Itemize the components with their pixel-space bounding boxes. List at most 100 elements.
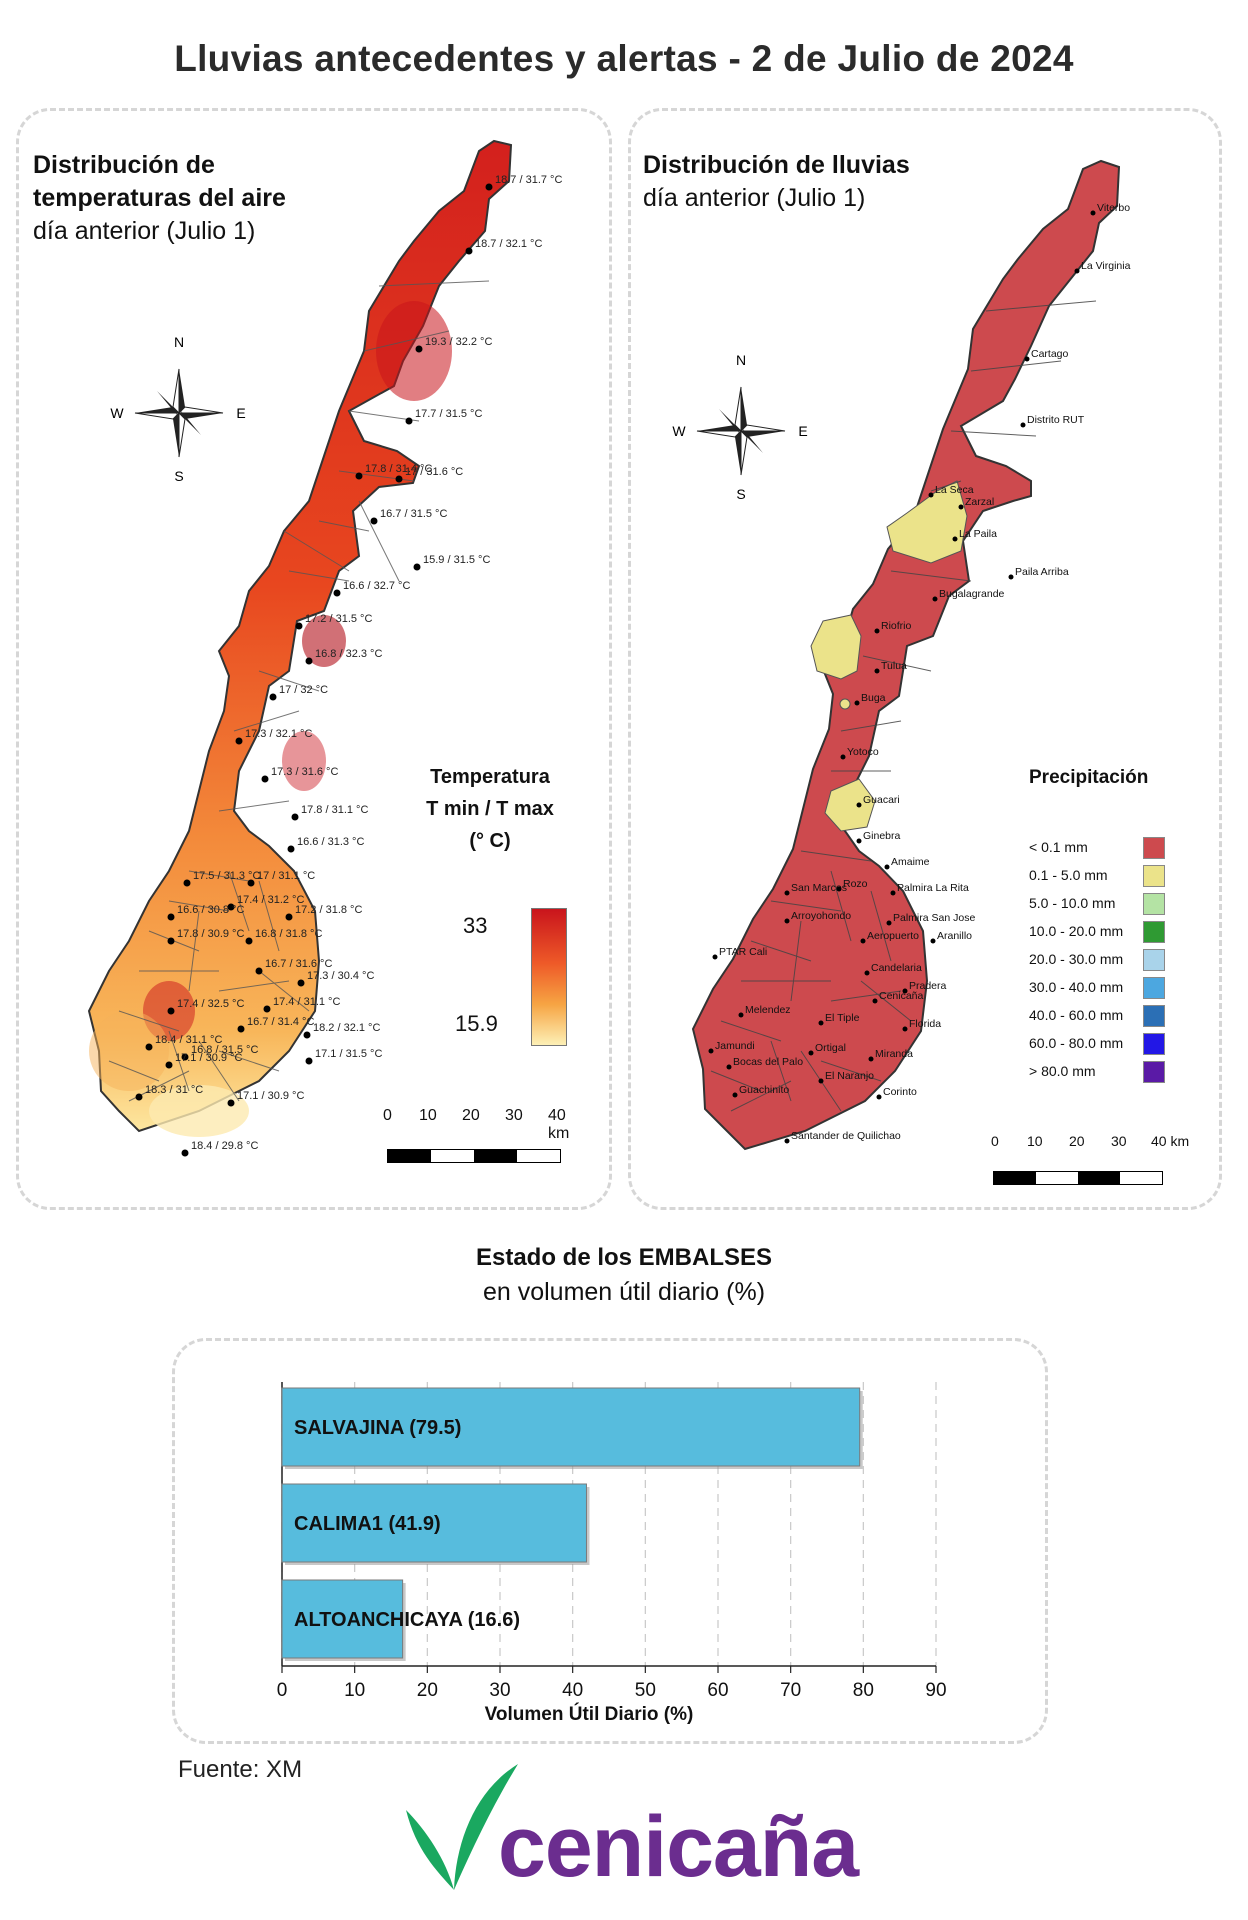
- scalebar-tick-10: 10: [419, 1107, 437, 1124]
- place-dot: [1020, 422, 1026, 428]
- station-dot: [255, 967, 263, 975]
- scalebar-tick-20: 20: [1069, 1133, 1085, 1149]
- compass-s: S: [174, 468, 183, 483]
- x-tick-label: 0: [277, 1680, 288, 1701]
- reservoir-bar: [281, 1387, 861, 1467]
- place-label: Melendez: [745, 1004, 791, 1016]
- station-dot: [395, 475, 403, 483]
- place-label: Tulua: [881, 660, 907, 672]
- station-label: 17.8 / 31.1 °C: [301, 804, 368, 816]
- place-label: El Naranjo: [825, 1070, 874, 1082]
- place-dot: [864, 970, 870, 976]
- place-label: Zarzal: [965, 496, 994, 508]
- station-label: 17.3 / 32.1 °C: [245, 728, 312, 740]
- place-dot: [1008, 574, 1014, 580]
- rain-subtitle: día anterior (Julio 1): [643, 184, 866, 212]
- station-dot: [167, 937, 175, 945]
- rain-legend-swatch: [1143, 837, 1165, 859]
- rain-legend-swatch: [1143, 1005, 1165, 1027]
- place-dot: [732, 1092, 738, 1098]
- compass-e: E: [236, 405, 245, 421]
- place-label: Palmira La Rita: [897, 882, 969, 894]
- temperature-stations: 18.7 / 31.7 °C 18.7 / 32.1 °C 19.3 / 32.2 …: [135, 174, 562, 1157]
- reservoir-bar-label: ALTOANCHICAYA (16.6): [294, 1609, 520, 1631]
- reservoirs-subheading: en volumen útil diario (%): [482, 1278, 766, 1306]
- place-dot: [876, 1094, 882, 1100]
- station-label: 17.2 / 31.8 °C: [295, 904, 362, 916]
- reservoirs-panel: [172, 1338, 1048, 1744]
- station-label: 18.7 / 32.1 °C: [475, 238, 542, 250]
- station-label: 16.7 / 31.4 °C: [247, 1016, 314, 1028]
- rain-legend-swatch: [1143, 977, 1165, 999]
- place-label: El Tiple: [825, 1012, 860, 1024]
- place-label: Riofrio: [881, 620, 912, 632]
- station-label: 17.7 / 31.5 °C: [415, 408, 482, 420]
- temperature-legend-title: Temperatura T min / T max (° C): [415, 761, 565, 857]
- cenicana-logo-text: cenicaña: [498, 1799, 859, 1895]
- rain-legend-title: Precipitación: [1029, 767, 1149, 788]
- station-dot: [287, 845, 295, 853]
- station-label: 18.4 / 29.8 °C: [191, 1140, 258, 1152]
- place-dot: [854, 700, 860, 706]
- place-label: Arroyohondo: [791, 910, 851, 922]
- place-dot: [738, 1012, 744, 1018]
- scalebar-tick-30: 30: [505, 1107, 523, 1124]
- place-dot: [784, 918, 790, 924]
- station-label: 17.5 / 31.3 °C: [193, 870, 260, 882]
- place-dot: [884, 864, 890, 870]
- place-dot: [958, 504, 964, 510]
- station-dot: [135, 1093, 143, 1101]
- rain-panel-title: Distribución de lluvias día anterior (Ju…: [643, 149, 910, 215]
- station-dot: [485, 183, 493, 191]
- station-label: 16.8 / 31.5 °C: [191, 1044, 258, 1056]
- place-dot: [902, 1026, 908, 1032]
- station-dot: [413, 563, 421, 571]
- station-dot: [285, 913, 293, 921]
- rain-scalebar: [993, 1171, 1163, 1185]
- place-dot: [932, 596, 938, 602]
- place-label: San Marcos: [791, 882, 847, 894]
- scalebar-tick-0: 0: [383, 1107, 392, 1124]
- station-label: 16.6 / 31.3 °C: [297, 836, 364, 848]
- temperature-legend-line-3: (° C): [469, 830, 511, 852]
- station-dot: [165, 1061, 173, 1069]
- place-label: Ginebra: [863, 830, 901, 842]
- place-dot: [784, 1138, 790, 1144]
- station-dot: [263, 1005, 271, 1013]
- rain-legend-label: > 80.0 mm: [1029, 1063, 1096, 1079]
- station-label: 15.9 / 31.5 °C: [423, 554, 490, 566]
- station-dot: [227, 903, 235, 911]
- place-label: Rozo: [843, 878, 868, 890]
- station-label: 17.3 / 31.6 °C: [271, 766, 338, 778]
- station-dot: [465, 247, 473, 255]
- station-label: 17 / 31.6 °C: [405, 466, 463, 478]
- rain-legend-label: 0.1 - 5.0 mm: [1029, 867, 1108, 883]
- rain-legend-label: 5.0 - 10.0 mm: [1029, 895, 1116, 911]
- place-label: Miranda: [875, 1048, 913, 1060]
- scalebar-tick-0: 0: [991, 1133, 999, 1149]
- rain-legend-label: 10.0 - 20.0 mm: [1029, 923, 1124, 939]
- place-dot: [902, 988, 908, 994]
- station-label: 17.1 / 30.9 °C: [237, 1090, 304, 1102]
- temperature-title-line-2: temperaturas del aire: [33, 184, 286, 212]
- x-tick-label: 30: [489, 1680, 510, 1701]
- station-dot: [355, 472, 363, 480]
- station-label: 18.7 / 31.7 °C: [495, 174, 562, 186]
- place-dot: [952, 536, 958, 542]
- station-dot: [181, 1053, 189, 1061]
- station-label: 18.2 / 32.1 °C: [313, 1022, 380, 1034]
- station-dot: [333, 589, 341, 597]
- rain-panel: Distribución de lluvias día anterior (Ju…: [628, 108, 1222, 1210]
- station-label: 17 / 32 °C: [279, 684, 328, 696]
- compass-n: N: [174, 334, 184, 350]
- place-label: Cenicaña: [879, 990, 924, 1002]
- temperature-subtitle: día anterior (Julio 1): [33, 217, 256, 245]
- station-label: 17.4 / 31.2 °C: [237, 894, 304, 906]
- cenicana-leaf-icon: [406, 1764, 518, 1890]
- station-dot: [269, 693, 277, 701]
- place-dot: [840, 754, 846, 760]
- place-dot: [860, 938, 866, 944]
- station-dot: [297, 979, 305, 987]
- station-dot: [405, 417, 413, 425]
- x-tick-label: 90: [925, 1680, 946, 1701]
